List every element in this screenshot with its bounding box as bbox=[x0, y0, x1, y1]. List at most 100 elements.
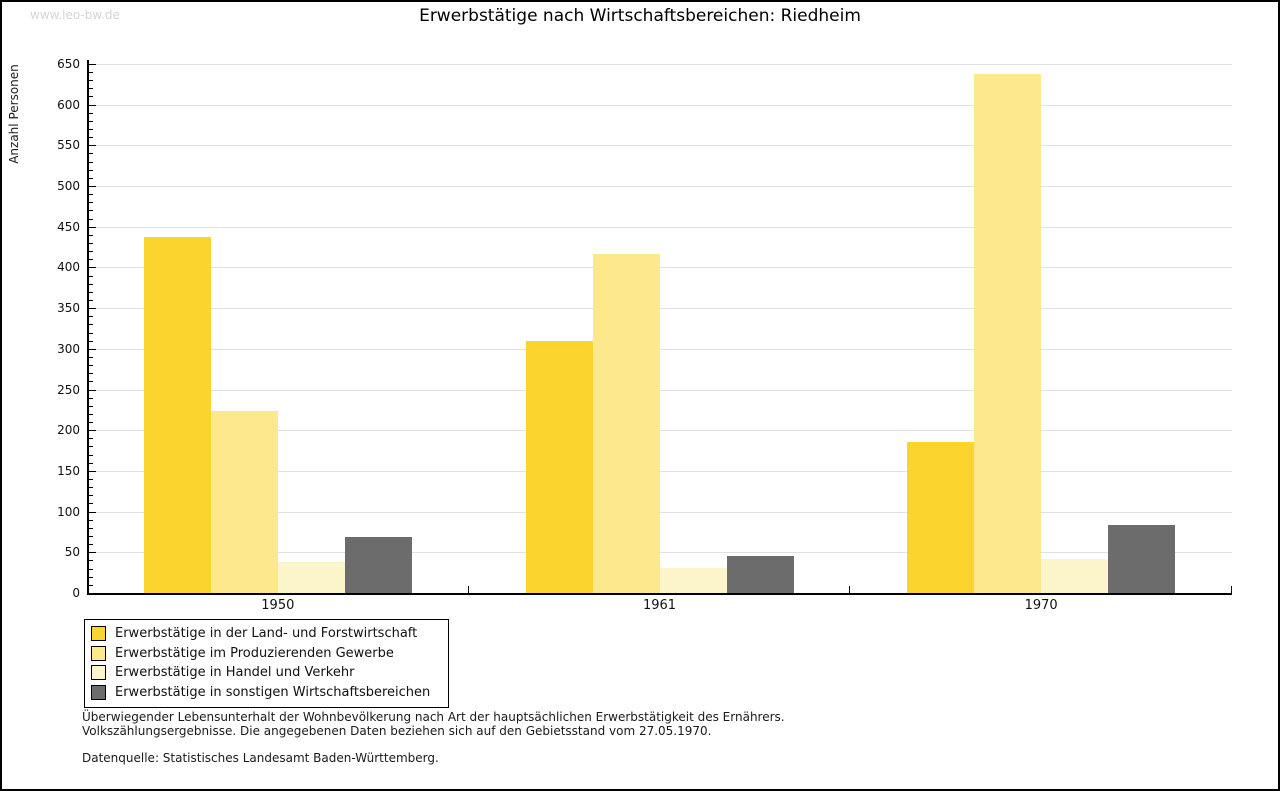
gridline-500 bbox=[89, 186, 1232, 187]
y-tick-label-100: 100 bbox=[57, 504, 80, 519]
watermark: www.leo-bw.de bbox=[30, 8, 120, 22]
y-minor-tick-290 bbox=[89, 356, 93, 358]
y-minor-tick-220 bbox=[89, 413, 93, 415]
y-minor-tick-530 bbox=[89, 161, 93, 163]
chart-title: Erwerbstätige nach Wirtschaftsbereichen:… bbox=[419, 6, 861, 26]
legend-item-label: Erwerbstätige in sonstigen Wirtschaftsbe… bbox=[115, 684, 431, 700]
y-minor-tick-410 bbox=[89, 259, 93, 261]
legend-item-4: Erwerbstätige in sonstigen Wirtschaftsbe… bbox=[85, 683, 448, 703]
y-minor-tick-460 bbox=[89, 218, 93, 220]
y-minor-tick-110 bbox=[89, 503, 93, 505]
y-tick-label-500: 500 bbox=[57, 179, 80, 193]
y-major-tick-300 bbox=[89, 348, 96, 350]
x-boundary-tick-3 bbox=[1231, 586, 1232, 593]
legend-item-1: Erwerbstätige in der Land- und Forstwirt… bbox=[85, 624, 448, 644]
y-axis-line bbox=[87, 60, 89, 595]
legend-swatch-4 bbox=[91, 684, 106, 700]
x-boundary-tick-2 bbox=[849, 586, 851, 593]
footnote-line-2: Volkszählungsergebnisse. Die angegebenen… bbox=[82, 724, 712, 738]
y-minor-tick-10 bbox=[89, 584, 93, 586]
y-minor-tick-620 bbox=[89, 88, 93, 90]
y-major-tick-650 bbox=[89, 63, 96, 65]
y-minor-tick-420 bbox=[89, 251, 93, 253]
y-major-tick-400 bbox=[89, 267, 96, 269]
y-minor-tick-170 bbox=[89, 454, 93, 456]
y-minor-tick-610 bbox=[89, 96, 93, 98]
y-minor-tick-80 bbox=[89, 527, 93, 529]
legend-swatch-3 bbox=[91, 665, 106, 681]
y-minor-tick-280 bbox=[89, 365, 93, 367]
x-boundary-tick-1 bbox=[467, 586, 469, 593]
gridline-350 bbox=[89, 308, 1232, 310]
y-minor-tick-20 bbox=[89, 576, 93, 578]
y-major-tick-350 bbox=[89, 308, 96, 310]
bar-series3-1961 bbox=[659, 567, 727, 593]
y-tick-label-250: 250 bbox=[57, 382, 80, 397]
y-minor-tick-130 bbox=[89, 487, 93, 489]
gridline-550 bbox=[89, 145, 1232, 147]
bar-series4-1950 bbox=[344, 536, 412, 593]
gridline-50 bbox=[89, 552, 1232, 554]
y-minor-tick-120 bbox=[89, 495, 93, 497]
y-minor-tick-570 bbox=[89, 129, 93, 131]
bar-series2-1950 bbox=[210, 411, 278, 593]
y-tick-label-50: 50 bbox=[64, 545, 80, 560]
y-major-tick-50 bbox=[89, 552, 96, 554]
bar-series1-1970 bbox=[907, 441, 975, 593]
y-minor-tick-40 bbox=[89, 560, 93, 562]
y-minor-tick-160 bbox=[89, 462, 93, 464]
bar-series1-1950 bbox=[143, 237, 211, 593]
x-tick-label-1961: 1961 bbox=[642, 598, 677, 613]
legend-item-3: Erwerbstätige in Handel und Verkehr bbox=[85, 663, 448, 683]
y-major-tick-450 bbox=[89, 226, 96, 228]
y-minor-tick-590 bbox=[89, 112, 93, 114]
x-tick-label-1950: 1950 bbox=[261, 598, 295, 613]
legend-item-2: Erwerbstätige im Produzierenden Gewerbe bbox=[85, 644, 448, 664]
y-minor-tick-360 bbox=[89, 299, 93, 301]
bar-series4-1970 bbox=[1108, 525, 1176, 593]
gridline-450 bbox=[89, 226, 1232, 228]
y-tick-label-600: 600 bbox=[57, 97, 80, 112]
y-minor-tick-340 bbox=[89, 316, 93, 318]
y-minor-tick-480 bbox=[89, 202, 93, 204]
legend: Erwerbstätige in der Land- und Forstwirt… bbox=[84, 619, 449, 708]
bar-series2-1961 bbox=[592, 253, 660, 593]
y-minor-tick-140 bbox=[89, 479, 93, 481]
y-minor-tick-210 bbox=[89, 422, 93, 424]
y-minor-tick-520 bbox=[89, 169, 93, 171]
gridline-100 bbox=[89, 511, 1232, 513]
y-minor-tick-390 bbox=[89, 275, 93, 277]
gridline-400 bbox=[89, 267, 1232, 269]
y-major-tick-500 bbox=[89, 186, 96, 187]
footnote-line-1: Überwiegender Lebensunterhalt der Wohnbe… bbox=[82, 710, 785, 724]
legend-swatch-2 bbox=[91, 645, 106, 661]
y-minor-tick-380 bbox=[89, 283, 93, 285]
bar-series3-1950 bbox=[277, 562, 345, 593]
y-minor-tick-230 bbox=[89, 405, 93, 407]
legend-swatch-1 bbox=[91, 626, 106, 642]
y-tick-label-300: 300 bbox=[57, 341, 80, 356]
x-axis-line bbox=[87, 593, 1232, 595]
y-minor-tick-60 bbox=[89, 544, 93, 546]
y-minor-tick-540 bbox=[89, 153, 93, 155]
bar-series1-1961 bbox=[525, 341, 593, 593]
y-major-tick-600 bbox=[89, 104, 96, 106]
y-minor-tick-630 bbox=[89, 80, 93, 82]
y-axis-title: Anzahl Personen bbox=[7, 64, 21, 164]
y-minor-tick-190 bbox=[89, 438, 93, 440]
gridline-650 bbox=[89, 63, 1232, 65]
y-tick-label-0: 0 bbox=[72, 586, 80, 600]
gridline-300 bbox=[89, 348, 1232, 350]
y-minor-tick-580 bbox=[89, 120, 93, 122]
y-minor-tick-560 bbox=[89, 137, 93, 139]
bar-series2-1970 bbox=[974, 74, 1042, 593]
bar-series4-1961 bbox=[726, 555, 794, 593]
gridline-150 bbox=[89, 470, 1232, 472]
y-major-tick-550 bbox=[89, 145, 96, 147]
y-major-tick-100 bbox=[89, 511, 96, 513]
gridline-250 bbox=[89, 389, 1232, 391]
y-major-tick-250 bbox=[89, 389, 96, 391]
legend-item-label: Erwerbstätige in der Land- und Forstwirt… bbox=[115, 626, 418, 642]
y-minor-tick-270 bbox=[89, 373, 93, 375]
